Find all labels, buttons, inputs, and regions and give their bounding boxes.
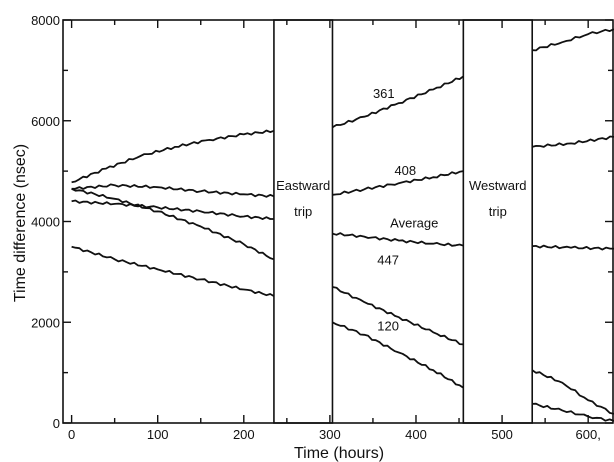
series-447-segment-3 [531, 369, 614, 415]
x-tick-label-600: 600, [576, 427, 601, 442]
y-tick-label-6000: 6000 [31, 114, 60, 129]
curve-label-average: Average [390, 216, 438, 231]
curve-label-447: 447 [377, 252, 399, 267]
curve-labels: 361 408 Average 447 120 [373, 86, 438, 333]
x-tick-label-0: 0 [68, 427, 75, 442]
x-tick-label-400: 400 [405, 427, 427, 442]
series-average-segment-1 [71, 199, 274, 220]
series-361-segment-3 [532, 28, 614, 52]
x-tick-label-200: 200 [233, 427, 255, 442]
y-tick-label-2000: 2000 [31, 315, 60, 330]
series-408-segment-1 [71, 183, 275, 198]
series-447-segment-1 [71, 187, 275, 261]
x-tick-label-500: 500 [491, 427, 513, 442]
series-447-segment-2 [332, 286, 464, 346]
y-tick-label-4000: 4000 [31, 215, 60, 230]
series-120-segment-3 [532, 402, 614, 422]
trip-panels: Eastward trip Westward trip [273, 19, 534, 424]
series-average-segment-3 [532, 244, 614, 251]
y-tick-label-0: 0 [53, 416, 60, 431]
y-tick-label-8000: 8000 [31, 13, 60, 28]
y-axis-title: Time difference (nsec) [12, 144, 29, 302]
x-axis-title: Time (hours) [294, 445, 384, 462]
series-average-segment-2 [332, 232, 464, 247]
trip-panel-westward [462, 19, 534, 424]
trip-panel-eastward [273, 19, 334, 424]
x-tick-label-300: 300 [319, 427, 341, 442]
trip-label-westward-line-2: trip [489, 204, 507, 219]
series-lines [71, 28, 614, 422]
trip-label-eastward-line-2: trip [294, 204, 312, 219]
x-tick-label-100: 100 [147, 427, 169, 442]
trip-label-eastward-line-1: Eastward [276, 178, 330, 193]
curve-label-120: 120 [377, 318, 399, 333]
series-361-segment-2 [332, 75, 464, 129]
axis-ticks: 0 100 200 300 400 500 600, 0 2000 4000 6000 8000 [31, 13, 613, 442]
curve-label-408: 408 [394, 163, 416, 178]
trip-label-westward-line-1: Westward [469, 178, 527, 193]
series-361-segment-1 [71, 129, 275, 184]
series-120-segment-1 [71, 245, 275, 297]
series-408-segment-2 [332, 170, 464, 196]
series-120-segment-2 [332, 321, 464, 389]
series-408-segment-3 [531, 135, 614, 148]
curve-label-361: 361 [373, 86, 395, 101]
